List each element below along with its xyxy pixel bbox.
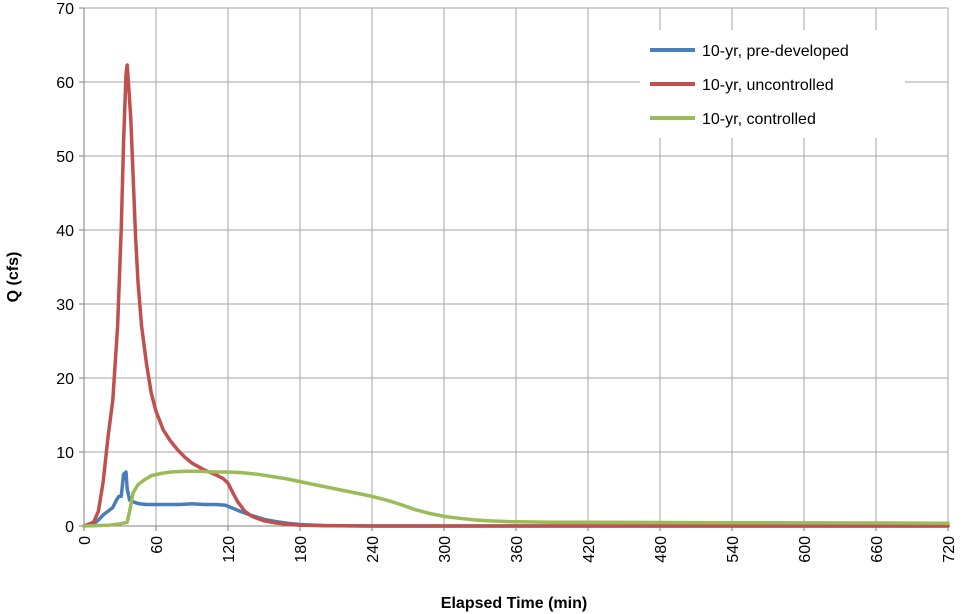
x-tick-label: 480 [653,536,670,563]
x-tick-label: 540 [725,536,742,563]
legend-items: 10-yr, pre-developed 10-yr, uncontrolled 1… [650,43,849,128]
legend-label: 10-yr, pre-developed [702,43,849,60]
x-axis-title: Elapsed Time (min) [441,595,587,612]
series-line-2 [82,63,950,528]
legend-label: 10-yr, controlled [702,111,816,128]
x-tick-label: 240 [365,536,382,563]
y-tick-label: 50 [56,149,74,166]
x-tick-label: 180 [293,536,310,563]
y-tick-label: 30 [56,297,74,314]
y-tick-label: 10 [56,445,74,462]
gridlines [83,7,949,527]
y-tick-label: 60 [56,75,74,92]
y-tick-label: 70 [56,1,74,18]
legend: 10-yr, pre-developed 10-yr, uncontrolled 1… [640,30,905,138]
series-line-3 [82,469,950,528]
y-tick-labels: 0 10 20 30 40 50 60 70 [56,1,74,536]
x-tick-label: 360 [509,536,526,563]
y-tick-label: 40 [56,223,74,240]
x-tick-label: 420 [581,536,598,563]
x-tick-label: 120 [221,536,238,563]
y-tick-label: 0 [65,519,74,536]
x-tick-label: 300 [437,536,454,563]
x-tick-label: 0 [77,536,94,545]
y-tick-label: 20 [56,371,74,388]
x-tick-label: 600 [797,536,814,563]
x-tick-labels: 0 60 120 180 240 300 360 420 480 540 600 660 720 [77,536,958,563]
series-lines [82,63,950,528]
x-tick-label: 60 [149,536,166,554]
legend-label: 10-yr, uncontrolled [702,77,834,94]
x-tick-label: 720 [941,536,958,563]
x-tick-label: 660 [869,536,886,563]
y-axis-title: Q (cfs) [5,252,22,303]
